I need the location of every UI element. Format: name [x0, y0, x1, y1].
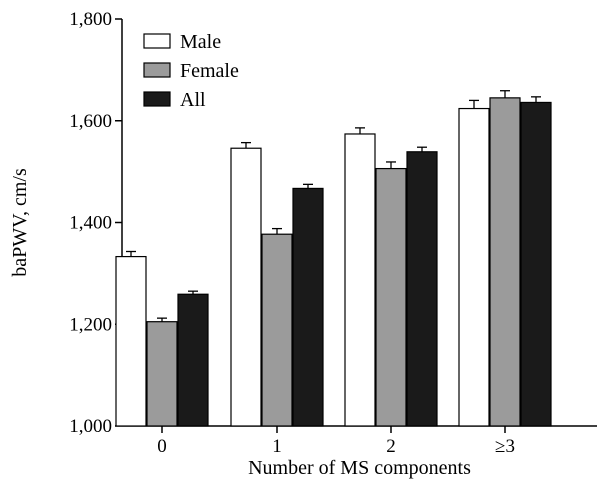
legend-label-all: All [180, 89, 206, 111]
bar-female [261, 233, 293, 427]
x-axis: 0 1 2 ≥3 [122, 425, 597, 457]
x-tick-label: 1 [272, 436, 282, 457]
bar-male [115, 255, 147, 427]
legend-swatch-all [143, 91, 171, 107]
y-tick-label: 1,200 [69, 314, 112, 335]
x-axis-label: Number of MS components [248, 457, 471, 479]
bar-all [520, 101, 552, 427]
bar-all [177, 293, 209, 427]
bar-male [344, 133, 376, 427]
bar-female [489, 97, 521, 427]
y-axis: 1,000 1,200 1,400 1,600 1,800 [69, 9, 123, 437]
bar-male [230, 147, 262, 427]
y-tick-label: 1,600 [69, 111, 112, 132]
legend-label-male: Male [180, 31, 221, 53]
y-tick-label: 1,400 [69, 213, 112, 234]
x-tick-label: ≥3 [495, 436, 515, 457]
x-tick-label: 0 [157, 436, 167, 457]
y-tick-label: 1,000 [69, 416, 112, 437]
legend-label-female: Female [180, 60, 239, 82]
x-tick-label: 2 [386, 436, 396, 457]
y-tick-label: 1,800 [69, 9, 112, 30]
bar-all [292, 187, 324, 427]
bar-all [406, 151, 438, 427]
y-axis-label: baPWV, cm/s [9, 168, 31, 277]
bar-male [458, 107, 490, 427]
legend: Male Female All [143, 31, 239, 111]
legend-swatch-male [143, 33, 171, 49]
bar-female [375, 167, 407, 427]
bar-female [146, 321, 178, 427]
bars-group [115, 90, 552, 427]
legend-swatch-female [143, 62, 171, 78]
